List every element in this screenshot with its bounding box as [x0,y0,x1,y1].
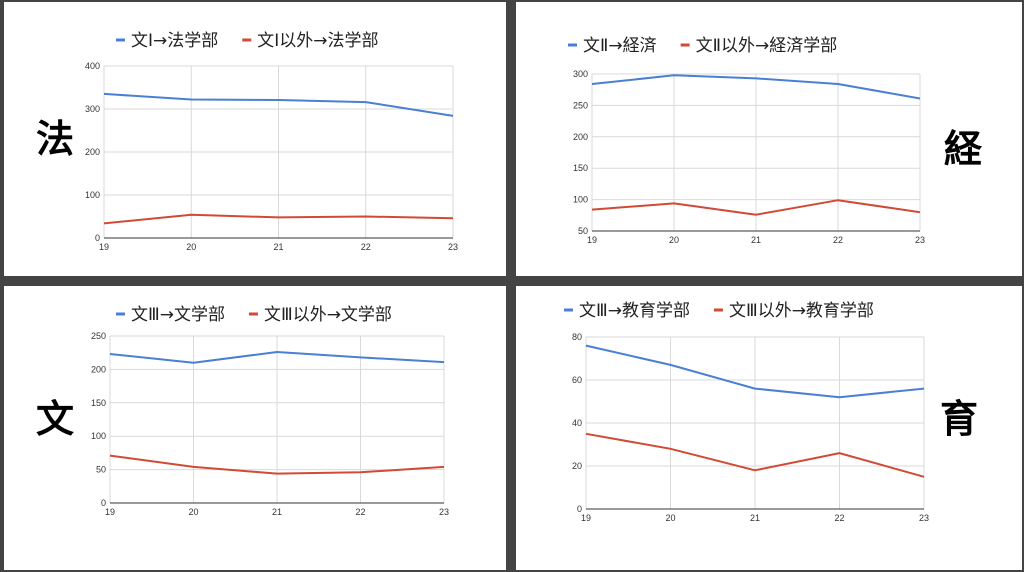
y-tick-label: 0 [95,233,100,243]
y-tick-label: 50 [96,465,106,475]
x-tick-label: 23 [915,235,925,245]
line-chart-economics: 50 100 150 200 250 300 19 20 21 22 23 文Ⅱ→経済 文Ⅱ以外→経済学… [568,36,925,245]
x-tick-label: 23 [919,513,929,523]
x-tick-label: 21 [750,513,760,523]
x-tick-label: 19 [587,235,597,245]
x-tick-label: 19 [581,513,591,523]
chart-panel-law: 0 100 200 300 400 19 20 21 22 23 文Ⅰ→法学部 文Ⅰ以外→法学部 法 [4,2,506,276]
line-chart-law: 0 100 200 300 400 19 20 21 22 23 文Ⅰ→法学部 文Ⅰ以外→法学部 [85,31,458,252]
line-chart-education: 0 20 40 60 80 19 20 21 22 23 文Ⅲ→教育学部 文Ⅲ以外→教育学部 [564,301,929,523]
y-tick-label: 80 [572,332,582,342]
chart-panel-education: 0 20 40 60 80 19 20 21 22 23 文Ⅲ→教育学部 文Ⅲ以外→教育学部 育 [516,286,1022,570]
y-tick-label: 250 [573,100,588,110]
y-tick-label: 20 [572,461,582,471]
y-tick-label: 150 [573,163,588,173]
x-tick-label: 19 [99,242,109,252]
y-tick-label: 150 [91,398,106,408]
y-tick-label: 200 [91,364,106,374]
legend-label: 文Ⅰ→法学部 [131,31,218,51]
y-tick-label: 50 [578,226,588,236]
legend-label: 文Ⅱ以外→経済学部 [696,36,838,56]
x-tick-label: 20 [186,242,196,252]
x-tick-label: 23 [439,507,449,517]
y-tick-label: 300 [85,104,100,114]
series-line-other-tracks [591,199,921,216]
legend-label: 文Ⅲ→文学部 [131,305,225,325]
y-tick-label: 100 [85,190,100,200]
x-tick-label: 22 [834,513,844,523]
x-tick-label: 20 [669,235,679,245]
x-tick-label: 23 [448,242,458,252]
x-tick-label: 21 [272,507,282,517]
y-tick-label: 0 [577,504,582,514]
series-line-same-track [109,351,445,364]
faculty-label: 文 [36,396,75,441]
line-chart-letters: 0 50 100 150 200 250 19 20 21 22 23 文Ⅲ→文学部 文Ⅲ以外→文学部 [91,305,449,517]
faculty-label: 育 [940,396,979,441]
x-tick-label: 21 [273,242,283,252]
y-tick-label: 200 [85,147,100,157]
legend-label: 文Ⅰ以外→法学部 [257,31,378,51]
y-tick-label: 400 [85,61,100,71]
x-tick-label: 22 [355,507,365,517]
y-tick-label: 0 [101,498,106,508]
series-line-same-track [591,74,921,100]
x-tick-label: 20 [665,513,675,523]
legend-label: 文Ⅲ→教育学部 [579,301,690,321]
y-tick-label: 300 [573,69,588,79]
x-tick-label: 19 [105,507,115,517]
x-tick-label: 22 [833,235,843,245]
x-tick-label: 22 [361,242,371,252]
y-tick-label: 200 [573,132,588,142]
y-tick-label: 250 [91,331,106,341]
y-tick-label: 60 [572,375,582,385]
legend-label: 文Ⅲ以外→文学部 [264,305,392,325]
legend-label: 文Ⅱ→経済 [583,36,657,56]
series-line-same-track [103,92,454,117]
legend-label: 文Ⅲ以外→教育学部 [729,301,874,321]
series-line-same-track [585,344,925,399]
chart-panel-economics: 50 100 150 200 250 300 19 20 21 22 23 文Ⅱ→経済 文Ⅱ以外→経済学… [516,2,1022,276]
x-tick-label: 21 [751,235,761,245]
faculty-label: 経 [944,126,983,171]
series-line-other-tracks [103,213,454,225]
series-line-other-tracks [109,454,445,475]
y-tick-label: 100 [91,431,106,441]
y-tick-label: 100 [573,195,588,205]
chart-panel-letters: 0 50 100 150 200 250 19 20 21 22 23 文Ⅲ→文学部 文Ⅲ以外→文学部 … [4,286,506,570]
x-tick-label: 20 [188,507,198,517]
series-line-other-tracks [585,432,925,478]
faculty-label: 法 [36,116,75,161]
y-tick-label: 40 [572,418,582,428]
